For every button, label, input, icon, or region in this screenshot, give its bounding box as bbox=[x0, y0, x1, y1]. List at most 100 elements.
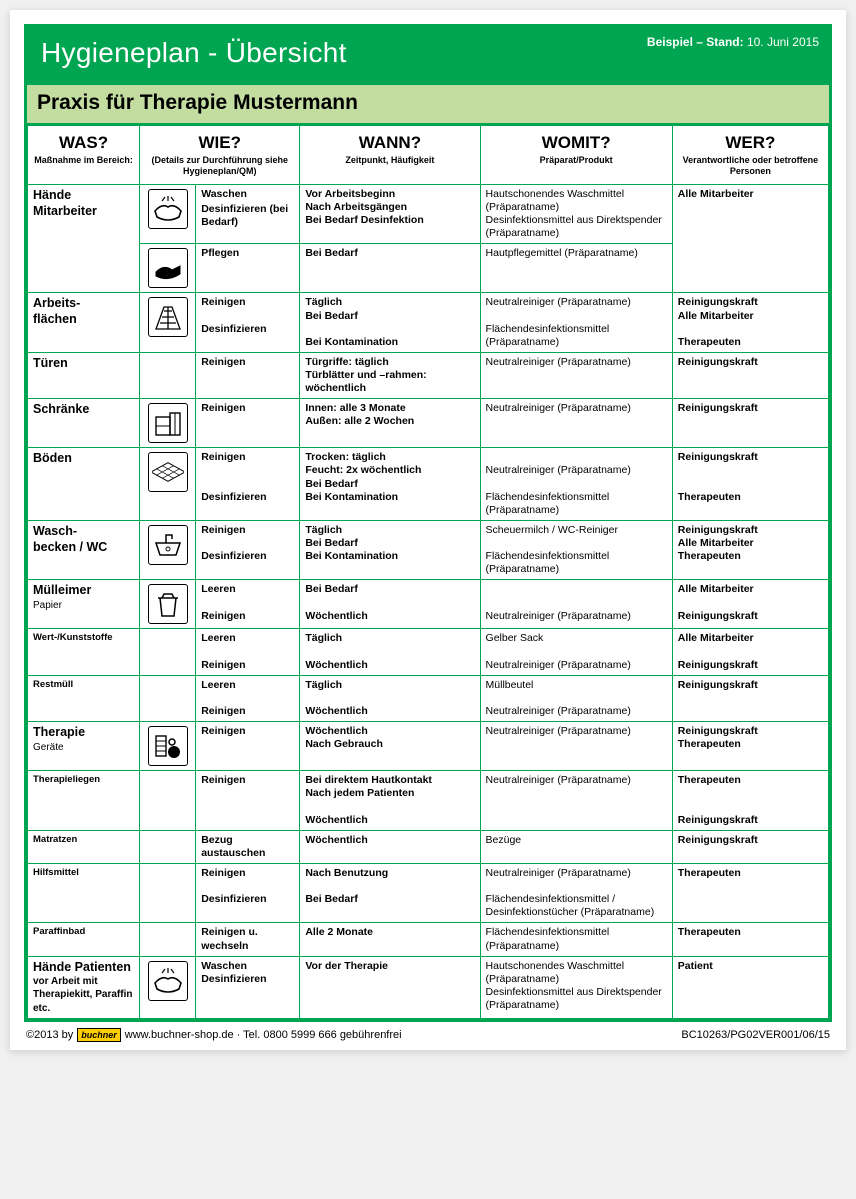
womit-cell: Neutralreiniger (Präparatname)Flächendes… bbox=[480, 293, 672, 353]
row-wertstoffe: Wert-/Kunststoffe LeerenReinigen Täglich… bbox=[28, 629, 829, 675]
was-haende-p: Hände Patientenvor Arbeit mit Therapieki… bbox=[28, 956, 140, 1018]
wer-cell: Reinigungskraft bbox=[672, 675, 828, 721]
icon-cell bbox=[140, 399, 196, 448]
wann-cell: Alle 2 Monate bbox=[300, 923, 480, 956]
footer-code: BC10263/PG02VER001/06/15 bbox=[681, 1029, 830, 1041]
womit-cell: Flächendesinfektionsmittel (Präparatname… bbox=[480, 923, 672, 956]
row-muell-papier: MülleimerPapier LeerenReinigen Bei Bedar… bbox=[28, 580, 829, 629]
row-tueren: Türen Reinigen Türgriffe: täglichTürblät… bbox=[28, 352, 829, 398]
womit-cell: Hautschonendes Waschmittel (Präparatname… bbox=[480, 184, 672, 244]
was-wert: Wert-/Kunststoffe bbox=[28, 629, 140, 675]
header-row: WAS?Maßnahme im Bereich: WIE?(Details zu… bbox=[28, 126, 829, 185]
was-matratzen: Matratzen bbox=[28, 830, 140, 863]
wer-cell: Reinigungskraft bbox=[672, 399, 828, 448]
wie-cell: Reinigen u. wechseln bbox=[196, 923, 300, 956]
icon-cell bbox=[140, 923, 196, 956]
icon-cell bbox=[140, 184, 196, 244]
footer: ©2013 by buchner www.buchner-shop.de · T… bbox=[24, 1022, 832, 1042]
womit-cell: Neutralreiniger (Präparatname) bbox=[480, 722, 672, 771]
wann-cell: Trocken: täglichFeucht: 2x wöchentlichBe… bbox=[300, 448, 480, 521]
was-muell: MülleimerPapier bbox=[28, 580, 140, 629]
brand-logo: buchner bbox=[77, 1028, 121, 1042]
row-hilfsmittel: Hilfsmittel ReinigenDesinfizieren Nach B… bbox=[28, 863, 829, 923]
header-stand: Beispiel – Stand: 10. Juni 2015 bbox=[647, 27, 829, 83]
wann-cell: Vor der Therapie bbox=[300, 956, 480, 1018]
womit-cell: Neutralreiniger (Präparatname)Flächendes… bbox=[480, 448, 672, 521]
wann-cell: TäglichWöchentlich bbox=[300, 629, 480, 675]
womit-cell: MüllbeutelNeutralreiniger (Präparatname) bbox=[480, 675, 672, 721]
icon-cell bbox=[140, 520, 196, 580]
wie-cell: LeerenReinigen bbox=[196, 629, 300, 675]
header: Hygieneplan - Übersicht Beispiel – Stand… bbox=[27, 27, 829, 83]
icon-cell bbox=[140, 956, 196, 1018]
wer-cell: Alle MitarbeiterReinigungskraft bbox=[672, 629, 828, 675]
wer-cell: Alle Mitarbeiter bbox=[672, 184, 828, 293]
footer-text: www.buchner-shop.de · Tel. 0800 5999 666… bbox=[125, 1029, 402, 1041]
col-was: WAS?Maßnahme im Bereich: bbox=[28, 126, 140, 185]
col-wer: WER?Verantwortliche oder betroffene Pers… bbox=[672, 126, 828, 185]
icon-cell bbox=[140, 771, 196, 831]
womit-cell: Hautschonendes Waschmittel (Präparatname… bbox=[480, 956, 672, 1018]
stand-label: Beispiel – Stand: bbox=[647, 35, 747, 49]
row-haende-patienten: Hände Patientenvor Arbeit mit Therapieki… bbox=[28, 956, 829, 1018]
icon-cell bbox=[140, 448, 196, 521]
footer-left: ©2013 by buchner www.buchner-shop.de · T… bbox=[26, 1028, 402, 1042]
wann-cell: TäglichBei BedarfBei Kontamination bbox=[300, 520, 480, 580]
womit-cell: Neutralreiniger (Präparatname) bbox=[480, 580, 672, 629]
wer-cell: Alle MitarbeiterReinigungskraft bbox=[672, 580, 828, 629]
icon-cell bbox=[140, 352, 196, 398]
wie-cell: WaschenDesinfizieren bbox=[196, 956, 300, 1018]
row-matratzen: Matratzen Bezug austauschen Wöchentlich … bbox=[28, 830, 829, 863]
wie-cell: Bezug austauschen bbox=[196, 830, 300, 863]
wie-cell: ReinigenDesinfizieren bbox=[196, 863, 300, 923]
icon-cell bbox=[140, 580, 196, 629]
was-hilfsmittel: Hilfsmittel bbox=[28, 863, 140, 923]
hygiene-table: WAS?Maßnahme im Bereich: WIE?(Details zu… bbox=[27, 125, 829, 1019]
icon-cell bbox=[140, 830, 196, 863]
wie-cell: Reinigen bbox=[196, 771, 300, 831]
was-paraffin: Paraffinbad bbox=[28, 923, 140, 956]
wer-cell: Therapeuten bbox=[672, 863, 828, 923]
womit-cell: Hautpflegemittel (Präparatname) bbox=[480, 244, 672, 293]
wann-cell: Bei BedarfWöchentlich bbox=[300, 580, 480, 629]
wann-cell: Nach BenutzungBei Bedarf bbox=[300, 863, 480, 923]
row-liegen: Therapieliegen Reinigen Bei direktem Hau… bbox=[28, 771, 829, 831]
wer-cell: ReinigungskraftAlle MitarbeiterTherapeut… bbox=[672, 293, 828, 353]
row-therapie: TherapieGeräte Reinigen WöchentlichNach … bbox=[28, 722, 829, 771]
wann-cell: Innen: alle 3 MonateAußen: alle 2 Wochen bbox=[300, 399, 480, 448]
floor-perspective-icon bbox=[148, 297, 188, 337]
wer-cell: TherapeutenReinigungskraft bbox=[672, 771, 828, 831]
wer-cell: Therapeuten bbox=[672, 923, 828, 956]
equipment-icon bbox=[148, 726, 188, 766]
was-haende-m: Hände Mitarbeiter bbox=[28, 184, 140, 293]
womit-cell: Neutralreiniger (Präparatname) bbox=[480, 771, 672, 831]
icon-cell bbox=[140, 863, 196, 923]
wie-cell: Pflegen bbox=[196, 244, 300, 293]
womit-cell: Scheuermilch / WC-ReinigerFlächendesinfe… bbox=[480, 520, 672, 580]
wie-cell: LeerenReinigen bbox=[196, 675, 300, 721]
wer-cell: Reinigungskraft bbox=[672, 830, 828, 863]
row-waschbecken: Wasch-becken / WC ReinigenDesinfizieren … bbox=[28, 520, 829, 580]
was-boeden: Böden bbox=[28, 448, 140, 521]
bin-icon bbox=[148, 584, 188, 624]
was-liegen: Therapieliegen bbox=[28, 771, 140, 831]
wer-cell: ReinigungskraftAlle MitarbeiterTherapeut… bbox=[672, 520, 828, 580]
wann-cell: TäglichBei BedarfBei Kontamination bbox=[300, 293, 480, 353]
wann-cell: Vor ArbeitsbeginnNach ArbeitsgängenBei B… bbox=[300, 184, 480, 244]
hand-care-icon bbox=[148, 248, 188, 288]
womit-cell: Bezüge bbox=[480, 830, 672, 863]
row-schraenke: Schränke Reinigen Innen: alle 3 MonateAu… bbox=[28, 399, 829, 448]
tiles-icon bbox=[148, 452, 188, 492]
hands-wash-icon bbox=[148, 961, 188, 1001]
page: Hygieneplan - Übersicht Beispiel – Stand… bbox=[10, 10, 846, 1050]
row-haende-mitarbeiter-1: Hände Mitarbeiter WaschenDesinfizieren (… bbox=[28, 184, 829, 244]
row-paraffinbad: Paraffinbad Reinigen u. wechseln Alle 2 … bbox=[28, 923, 829, 956]
womit-cell: Neutralreiniger (Präparatname) bbox=[480, 352, 672, 398]
cabinet-icon bbox=[148, 403, 188, 443]
wann-cell: WöchentlichNach Gebrauch bbox=[300, 722, 480, 771]
wie-cell: LeerenReinigen bbox=[196, 580, 300, 629]
wie-cell: ReinigenDesinfizieren bbox=[196, 293, 300, 353]
hands-wash-icon bbox=[148, 189, 188, 229]
row-boeden: Böden ReinigenDesinfizieren Trocken: täg… bbox=[28, 448, 829, 521]
wer-cell: Patient bbox=[672, 956, 828, 1018]
